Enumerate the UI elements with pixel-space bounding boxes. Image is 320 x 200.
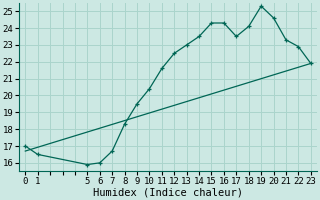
- X-axis label: Humidex (Indice chaleur): Humidex (Indice chaleur): [93, 187, 243, 197]
